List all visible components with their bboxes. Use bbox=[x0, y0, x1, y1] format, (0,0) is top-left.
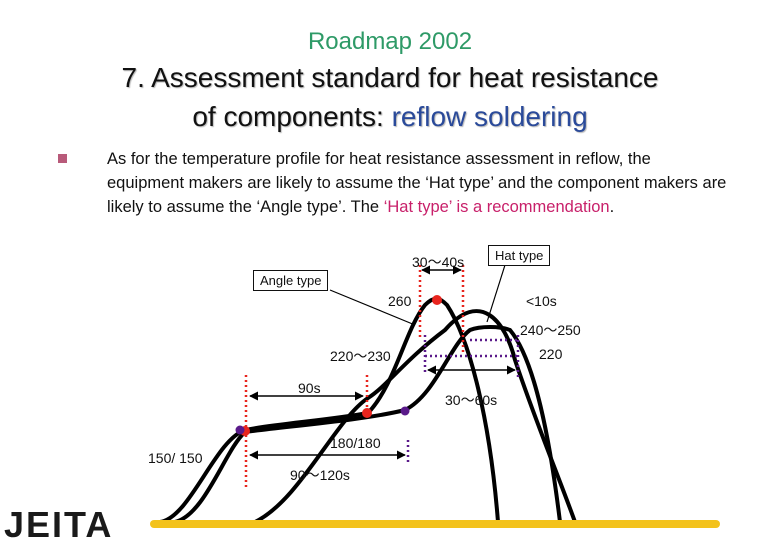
slide-title-line-1: 7. Assessment standard for heat resistan… bbox=[121, 62, 659, 93]
label-240-250: 240～250 bbox=[520, 322, 581, 338]
label-30-40s: 30～40s bbox=[412, 254, 465, 270]
label-150-150: 150/ 150 bbox=[148, 450, 203, 466]
angle-type-curve bbox=[159, 296, 500, 524]
hat-type-curve bbox=[174, 325, 562, 524]
slide-subtitle: Roadmap 2002 bbox=[307, 28, 473, 55]
body-highlight: ‘Hat type’ is a recommendation bbox=[383, 198, 610, 216]
label-220-230: 220～230 bbox=[330, 348, 391, 364]
angle-marker-180 bbox=[362, 408, 372, 418]
angle-marker-peak bbox=[432, 295, 442, 305]
title-prefix: of components: bbox=[192, 101, 392, 132]
title-highlight: reflow soldering bbox=[391, 101, 588, 132]
jeita-logo-text: JEITA bbox=[4, 505, 113, 541]
hat-marker-180 bbox=[400, 406, 410, 416]
bullet-square-icon bbox=[58, 154, 67, 163]
label-peak-260: 260 bbox=[388, 293, 412, 309]
body-paragraph: As for the temperature profile for heat … bbox=[107, 147, 727, 219]
outer-limit-curve bbox=[254, 309, 577, 524]
label-220: 220 bbox=[539, 346, 563, 362]
jeita-logo: JEITA bbox=[4, 505, 113, 541]
label-90-120s: 90～120s bbox=[290, 467, 350, 483]
label-180-180: 180/180 bbox=[330, 435, 381, 451]
label-90s: 90s bbox=[298, 380, 321, 396]
label-30-60s: 30～60s bbox=[445, 392, 498, 408]
angle-type-callout: Angle type bbox=[253, 270, 329, 291]
body-end: . bbox=[609, 198, 615, 216]
label-lt-10s: <10s bbox=[526, 293, 557, 309]
hat-type-callout: Hat type bbox=[488, 245, 551, 266]
body-text: As for the temperature profile for heat … bbox=[107, 150, 727, 216]
hat-marker-left bbox=[235, 425, 245, 435]
slide-title-line-2: of components: reflow soldering bbox=[0, 101, 780, 133]
footer-bar bbox=[150, 520, 720, 528]
